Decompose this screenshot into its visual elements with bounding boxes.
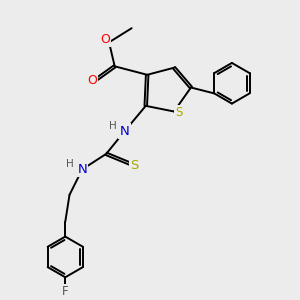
Text: N: N xyxy=(120,125,130,138)
Text: F: F xyxy=(62,286,69,298)
Text: H: H xyxy=(67,159,74,169)
Text: S: S xyxy=(130,159,139,172)
Text: S: S xyxy=(176,106,183,119)
Text: O: O xyxy=(100,33,110,46)
Text: H: H xyxy=(109,121,117,131)
Text: N: N xyxy=(77,163,87,176)
Text: O: O xyxy=(87,74,97,87)
